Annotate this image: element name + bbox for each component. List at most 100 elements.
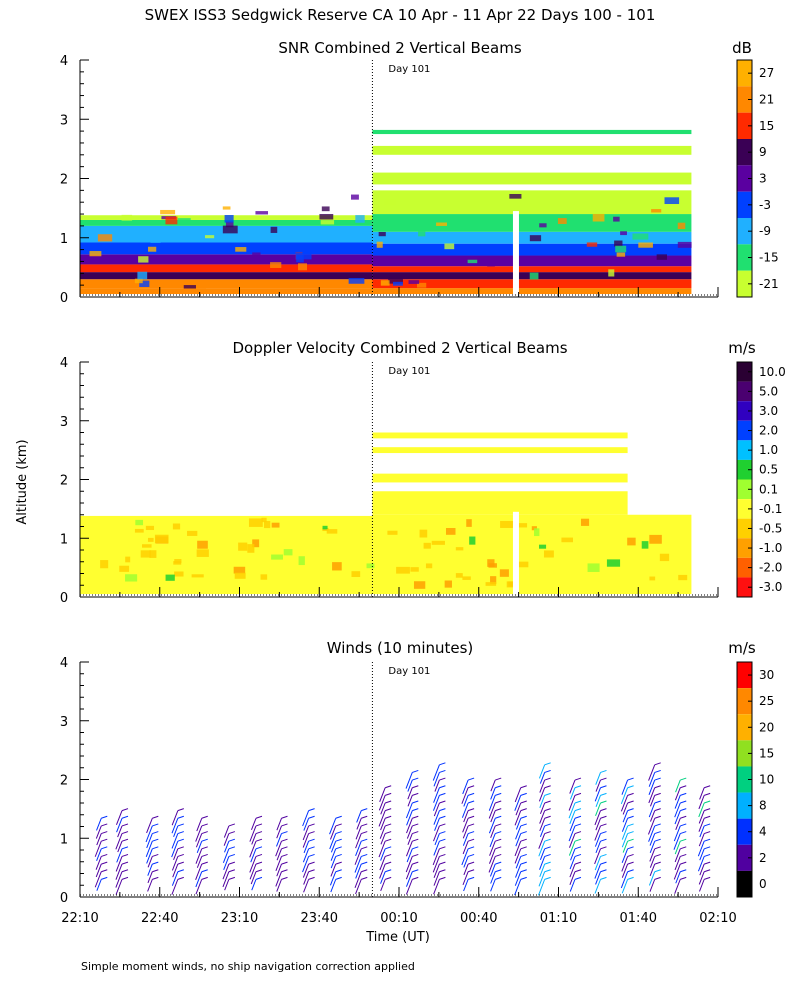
wind-barb-flag — [255, 876, 263, 880]
wind-barb-flag — [228, 861, 236, 865]
wind-barb — [147, 879, 153, 892]
wind-barb-flag — [544, 869, 551, 873]
wind-barb-flag — [255, 846, 263, 850]
wind-barb-flag — [281, 846, 288, 850]
wind-barb-flag — [520, 876, 527, 880]
wind-barb-flag — [121, 876, 129, 880]
snr-speckle — [225, 221, 234, 228]
footnote: Simple moment winds, no ship navigation … — [81, 960, 415, 973]
wind-barb — [356, 818, 362, 830]
snr-speckle — [380, 280, 390, 286]
wind-barb-flag — [385, 846, 392, 850]
doppler-layer-3 — [372, 432, 628, 439]
wind-barb — [515, 818, 522, 830]
wind-barb-flag — [654, 838, 661, 842]
wind-barb-flag — [627, 831, 634, 835]
colorbar-segment — [737, 577, 752, 597]
wind-barb-flag — [654, 762, 661, 766]
wind-barb — [96, 848, 102, 862]
wind-barb — [621, 848, 629, 864]
wind-barb — [433, 825, 440, 842]
doppler-speckle — [500, 520, 514, 528]
wind-barb-flag — [152, 869, 159, 873]
y-tick-label: 3 — [60, 415, 68, 430]
wind-barb-flag — [177, 808, 184, 812]
wind-barb — [462, 825, 469, 839]
doppler-speckle — [499, 569, 509, 577]
snr-band-before-1 — [80, 279, 373, 289]
wind-barb-flag — [201, 846, 208, 850]
snr-band-before-2 — [80, 272, 373, 280]
wind-barb — [195, 863, 203, 881]
wind-barb — [146, 848, 153, 864]
wind-barb — [594, 863, 601, 879]
wind-barb-flag — [654, 777, 661, 781]
wind-barb-flag — [495, 808, 502, 812]
doppler-speckle — [298, 556, 305, 566]
wind-barb — [406, 825, 413, 839]
wind-barb-flag — [704, 808, 711, 812]
snr-speckle — [376, 241, 383, 248]
colorbar-label: -3 — [759, 198, 771, 212]
wind-barb — [195, 879, 203, 895]
snr-panel: SNR Combined 2 Vertical Beams dB Day 101… — [60, 39, 779, 306]
wind-barb — [147, 856, 153, 868]
wind-barb-flag — [574, 831, 582, 835]
y-tick-label: 2 — [60, 173, 68, 188]
snr-speckle — [222, 225, 238, 234]
wind-barb-flag — [704, 861, 711, 865]
wind-barb-flag — [281, 823, 288, 827]
wind-barb-flag — [201, 861, 208, 865]
wind-barb-flag — [704, 800, 711, 804]
wind-barb — [649, 863, 656, 877]
wind-barb — [568, 841, 576, 856]
snr-speckle — [557, 218, 567, 224]
wind-barb-flag — [627, 846, 634, 850]
y-tick-label: 1 — [60, 832, 68, 847]
wind-barb-flag — [654, 800, 661, 804]
wind-barb — [115, 863, 123, 880]
y-tick-label: 2 — [60, 774, 68, 789]
wind-barb-flag — [495, 876, 502, 880]
wind-barb-flag — [680, 808, 687, 812]
wind-profile-16 — [514, 785, 527, 896]
colorbar-segment — [737, 191, 752, 218]
wind-barb — [95, 856, 102, 870]
wind-barb-flag — [439, 831, 446, 835]
wind-barb — [275, 841, 282, 857]
colorbar-segment — [737, 688, 752, 715]
wind-barb-flag — [439, 869, 446, 873]
wind-profile-22 — [673, 777, 687, 894]
data-gap-1 — [691, 211, 698, 295]
wind-barb — [539, 818, 546, 832]
wind-barb — [117, 841, 123, 853]
colorbar-label: 0.1 — [759, 482, 778, 496]
wind-barb-flag — [439, 861, 446, 865]
snr-band-after-4 — [372, 255, 692, 267]
wind-barb — [490, 871, 496, 884]
wind-barb — [539, 856, 546, 870]
wind-profile-0 — [94, 815, 108, 891]
snr-speckle — [436, 222, 447, 226]
wind-barb-flag — [308, 846, 315, 850]
wind-profile-9 — [329, 815, 342, 893]
wind-barb-flag — [177, 869, 184, 873]
wind-barb — [276, 863, 282, 877]
wind-barb — [115, 879, 123, 895]
wind-barb-flag — [121, 808, 129, 812]
wind-barb — [434, 818, 440, 831]
wind-barb — [380, 818, 386, 831]
snr-speckle — [355, 215, 365, 223]
snr-band-after-8 — [372, 190, 692, 215]
wind-profile-3 — [171, 808, 184, 895]
colorbar-label: 4 — [759, 825, 767, 839]
doppler-speckle — [147, 537, 154, 542]
wind-barb-flag — [600, 853, 607, 857]
wind-barb — [673, 863, 681, 880]
colorbar-segment — [737, 244, 752, 271]
snr-speckle — [592, 213, 605, 222]
wind-barb — [595, 818, 601, 831]
wind-barb-flag — [627, 823, 634, 827]
wind-barb — [116, 818, 123, 833]
wind-barb-flag — [495, 846, 502, 850]
